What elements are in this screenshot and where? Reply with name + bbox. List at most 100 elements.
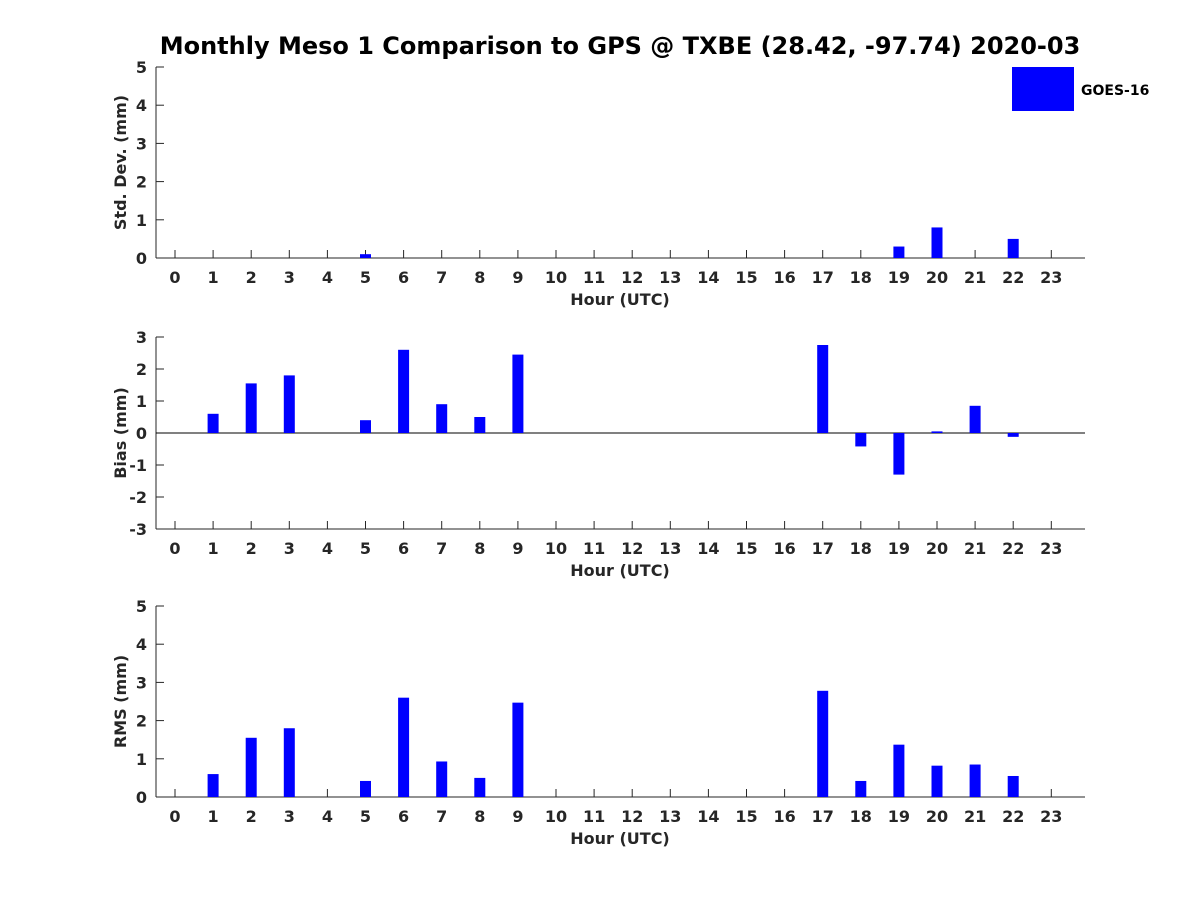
x-tick-label: 22 xyxy=(1002,807,1024,826)
bar-hour-9 xyxy=(512,354,524,433)
y-tick-label: 1 xyxy=(136,392,147,411)
bar-hour-17 xyxy=(817,690,829,797)
bar-hour-9 xyxy=(512,702,524,797)
x-tick-label: 18 xyxy=(850,268,872,287)
y-tick-label: 0 xyxy=(136,424,147,443)
x-tick-label: 3 xyxy=(284,539,295,558)
x-tick-label: 9 xyxy=(512,268,523,287)
bar-hour-21 xyxy=(969,764,981,797)
x-tick-label: 8 xyxy=(474,807,485,826)
x-tick-label: 20 xyxy=(926,268,948,287)
x-tick-label: 5 xyxy=(360,268,371,287)
x-tick-label: 19 xyxy=(888,539,910,558)
x-tick-label: 23 xyxy=(1040,807,1062,826)
x-tick-label: 20 xyxy=(926,539,948,558)
bar-hour-20 xyxy=(931,431,943,433)
x-tick-label: 4 xyxy=(322,807,333,826)
y-tick-label: 1 xyxy=(136,750,147,769)
x-tick-label: 21 xyxy=(964,807,986,826)
y-axis-label: Std. Dev. (mm) xyxy=(111,95,130,230)
bar-hour-1 xyxy=(207,774,219,797)
x-tick-label: 17 xyxy=(812,807,834,826)
bar-hour-3 xyxy=(283,728,295,797)
bar-hour-19 xyxy=(893,246,905,258)
bar-hour-18 xyxy=(855,433,867,447)
y-tick-label: 3 xyxy=(136,328,147,347)
x-tick-label: 16 xyxy=(773,268,795,287)
x-tick-label: 7 xyxy=(436,807,447,826)
x-tick-label: 7 xyxy=(436,268,447,287)
y-tick-label: 1 xyxy=(136,211,147,230)
x-tick-label: 1 xyxy=(208,807,219,826)
x-tick-label: 5 xyxy=(360,539,371,558)
legend-label: GOES-16 xyxy=(1081,83,1149,99)
x-tick-label: 4 xyxy=(322,268,333,287)
x-tick-label: 14 xyxy=(697,268,719,287)
y-tick-label: 5 xyxy=(136,597,147,616)
chart-title: Monthly Meso 1 Comparison to GPS @ TXBE … xyxy=(160,32,1081,60)
x-tick-label: 10 xyxy=(545,268,567,287)
bar-hour-6 xyxy=(398,349,410,433)
x-tick-label: 8 xyxy=(474,539,485,558)
bar-hour-20 xyxy=(931,227,943,258)
bar-hour-2 xyxy=(245,737,257,797)
x-tick-label: 23 xyxy=(1040,539,1062,558)
x-tick-label: 11 xyxy=(583,539,605,558)
bar-hour-19 xyxy=(893,433,905,475)
x-tick-label: 11 xyxy=(583,268,605,287)
bar-hour-7 xyxy=(436,761,448,797)
bar-hour-7 xyxy=(436,404,448,433)
x-tick-label: 8 xyxy=(474,268,485,287)
x-tick-label: 19 xyxy=(888,807,910,826)
y-tick-label: 2 xyxy=(136,173,147,192)
legend: GOES-16 xyxy=(1012,67,1149,111)
x-tick-label: 13 xyxy=(659,539,681,558)
x-tick-label: 12 xyxy=(621,807,643,826)
y-tick-label: -1 xyxy=(129,456,147,475)
x-tick-label: 6 xyxy=(398,268,409,287)
x-tick-label: 5 xyxy=(360,807,371,826)
x-tick-label: 14 xyxy=(697,539,719,558)
y-axis-label: Bias (mm) xyxy=(111,387,130,479)
bar-hour-8 xyxy=(474,777,486,797)
y-tick-label: -2 xyxy=(129,488,147,507)
x-tick-label: 15 xyxy=(735,268,757,287)
bar-hour-2 xyxy=(245,383,257,433)
x-tick-label: 15 xyxy=(735,539,757,558)
x-tick-label: 13 xyxy=(659,268,681,287)
bar-hour-22 xyxy=(1007,775,1019,797)
x-tick-label: 17 xyxy=(812,268,834,287)
x-tick-label: 10 xyxy=(545,807,567,826)
x-tick-label: 2 xyxy=(246,268,257,287)
x-tick-label: 0 xyxy=(169,539,180,558)
bar-hour-3 xyxy=(283,375,295,433)
bar-hour-22 xyxy=(1007,433,1019,437)
x-tick-label: 16 xyxy=(773,807,795,826)
bar-hour-19 xyxy=(893,744,905,797)
bar-hour-20 xyxy=(931,765,943,797)
x-tick-label: 19 xyxy=(888,268,910,287)
x-tick-label: 9 xyxy=(512,539,523,558)
bar-hour-5 xyxy=(360,254,371,258)
x-tick-label: 15 xyxy=(735,807,757,826)
x-axis-label: Hour (UTC) xyxy=(570,561,670,580)
y-tick-label: 2 xyxy=(136,360,147,379)
y-axis-label: RMS (mm) xyxy=(111,655,130,748)
x-tick-label: 12 xyxy=(621,268,643,287)
bar-hour-6 xyxy=(398,697,410,797)
x-tick-label: 18 xyxy=(850,807,872,826)
x-tick-label: 7 xyxy=(436,539,447,558)
x-tick-label: 0 xyxy=(169,268,180,287)
x-tick-label: 14 xyxy=(697,807,719,826)
bar-hour-17 xyxy=(817,345,829,433)
x-tick-label: 4 xyxy=(322,539,333,558)
x-tick-label: 12 xyxy=(621,539,643,558)
x-tick-label: 3 xyxy=(284,268,295,287)
bar-hour-18 xyxy=(855,780,867,797)
x-tick-label: 6 xyxy=(398,539,409,558)
y-tick-label: 2 xyxy=(136,712,147,731)
x-tick-label: 16 xyxy=(773,539,795,558)
x-tick-label: 2 xyxy=(246,539,257,558)
